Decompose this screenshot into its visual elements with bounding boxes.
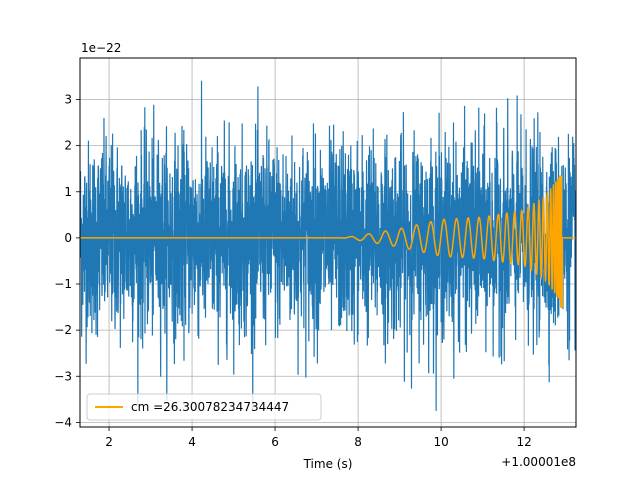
- y-tick-label: 1: [64, 185, 72, 199]
- legend-label: cm =26.30078234734447: [131, 400, 289, 414]
- y-tick-label: 2: [64, 139, 72, 153]
- x-tick-label: 8: [354, 435, 362, 449]
- x-offset-label: +1.00001e8: [501, 455, 576, 469]
- noise-line: [80, 80, 576, 411]
- y-tick-label: −3: [54, 369, 72, 383]
- x-tick-label: 2: [105, 435, 113, 449]
- y-tick-label: −1: [54, 277, 72, 291]
- y-tick-label: 0: [64, 231, 72, 245]
- legend: cm =26.30078234734447: [86, 393, 322, 421]
- chirp-series: [80, 175, 576, 308]
- y-scale-label: 1e−22: [81, 41, 121, 55]
- x-tick-label: 10: [433, 435, 448, 449]
- x-tick-label: 12: [516, 435, 531, 449]
- x-axis-label: Time (s): [303, 457, 353, 471]
- y-tick-label: −2: [54, 323, 72, 337]
- noise-series: [80, 80, 576, 411]
- chirp-line: [80, 175, 576, 308]
- plot-frame: [79, 57, 577, 428]
- y-tick-label: 3: [64, 93, 72, 107]
- y-tick-label: −4: [54, 415, 72, 429]
- x-tick-label: 4: [188, 435, 196, 449]
- legend-box: [86, 393, 322, 421]
- x-tick-label: 6: [271, 435, 279, 449]
